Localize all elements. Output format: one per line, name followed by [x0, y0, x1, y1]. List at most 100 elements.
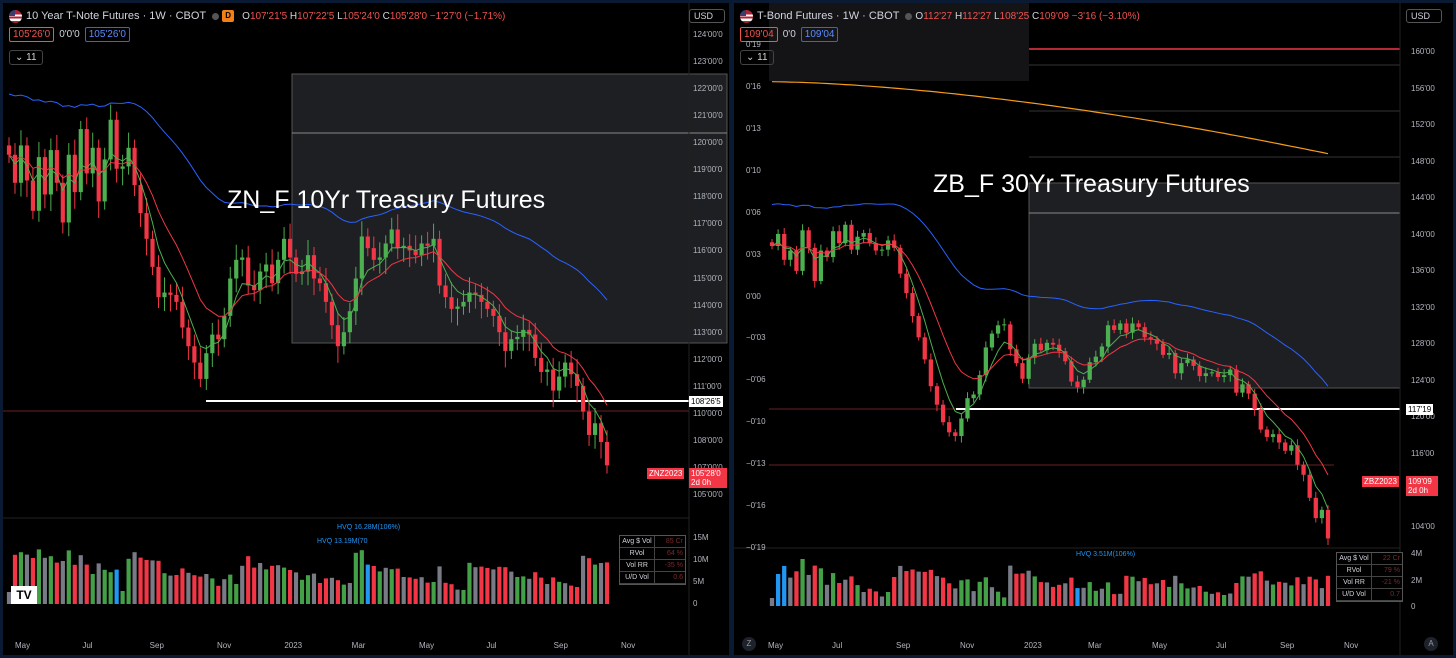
- ema-fast-line: [771, 237, 1329, 510]
- candle-body: [989, 333, 995, 348]
- candle-body: [592, 423, 598, 435]
- candle-body: [551, 369, 556, 391]
- symbol-header[interactable]: T-Bond Futures · 1W · CBOT O112'27 H112'…: [740, 7, 1140, 25]
- volume-bar: [1197, 586, 1202, 606]
- candle-body: [1203, 373, 1208, 377]
- candle-body: [84, 129, 89, 174]
- sell-price[interactable]: 105'26'0: [9, 27, 55, 42]
- candle-body: [1221, 375, 1227, 377]
- candle-body: [1295, 445, 1300, 465]
- tradingview-logo[interactable]: TV: [11, 586, 37, 604]
- candle-body: [72, 154, 77, 193]
- buy-price[interactable]: 109'04: [800, 27, 839, 42]
- vol-stat-row: U/D Vol 0.6: [620, 572, 685, 584]
- volume-bar: [264, 569, 269, 604]
- currency-button[interactable]: USD: [1406, 9, 1442, 23]
- auto-scale-button[interactable]: A: [1424, 637, 1438, 651]
- zn-candlestick-chart[interactable]: [3, 3, 729, 655]
- indicators-toggle[interactable]: ⌄ 11: [9, 50, 43, 65]
- volume-bar: [794, 571, 799, 606]
- volume-bar: [1307, 576, 1312, 606]
- zb-candlestick-chart[interactable]: [734, 3, 1453, 655]
- candle-body: [788, 250, 793, 260]
- candle-body: [12, 154, 18, 183]
- volume-bar: [72, 564, 77, 604]
- candle-body: [1154, 339, 1160, 344]
- volume-bar: [788, 577, 793, 606]
- volume-bar: [1276, 581, 1282, 606]
- chart-pane-zn[interactable]: 10 Year T-Note Futures · 1W · CBOT D O10…: [3, 3, 729, 655]
- candle-body: [1215, 372, 1221, 377]
- symbol-title[interactable]: 10 Year T-Note Futures · 1W · CBOT: [26, 10, 207, 22]
- candle-body: [794, 250, 799, 271]
- price-tick: 120'00: [1411, 412, 1435, 422]
- volume-bar: [977, 581, 982, 606]
- volume-bar: [144, 560, 149, 604]
- volume-bar: [24, 554, 30, 604]
- candle-body: [162, 292, 167, 298]
- candle-body: [515, 336, 520, 340]
- volume-bar: [922, 571, 927, 606]
- volume-bar: [102, 569, 107, 604]
- candle-body: [898, 247, 903, 274]
- time-tick: Sep: [1280, 641, 1295, 650]
- buy-price[interactable]: 105'26'0: [84, 27, 130, 42]
- candle-body: [1002, 324, 1007, 326]
- zoom-button[interactable]: Z: [742, 637, 756, 651]
- status-dot-icon: [905, 12, 913, 20]
- candle-body: [491, 308, 496, 316]
- candle-body: [42, 157, 47, 195]
- candle-body: [1173, 352, 1178, 374]
- price-tick: 120'00'0: [693, 138, 723, 148]
- candle-body: [246, 257, 251, 286]
- candle-body: [1008, 324, 1013, 350]
- currency-button[interactable]: USD: [689, 9, 725, 23]
- price-tick: 123'00'0: [693, 57, 723, 67]
- scale-tick: 0'13: [746, 123, 761, 133]
- volume-bar: [1295, 577, 1300, 606]
- indicators-toggle[interactable]: ⌄ 11: [740, 50, 774, 65]
- scale-tick: 0'03: [746, 249, 761, 259]
- candle-body: [604, 441, 610, 466]
- candle-body: [479, 294, 484, 302]
- candle-body: [1112, 325, 1117, 330]
- last-price-label: 105'28'0 2d 0h: [689, 468, 727, 488]
- volume-bar: [204, 574, 209, 604]
- volume-bar: [36, 549, 41, 604]
- candle-body: [66, 154, 71, 223]
- symbol-title[interactable]: T-Bond Futures · 1W · CBOT: [757, 10, 900, 22]
- sell-price[interactable]: 109'04: [740, 27, 778, 42]
- candle-body: [586, 411, 592, 435]
- time-tick: May: [1152, 641, 1168, 650]
- candle-body: [1044, 342, 1050, 351]
- volume-bar: [246, 556, 251, 604]
- volume-bar: [329, 577, 335, 604]
- chart-pane-zb[interactable]: T-Bond Futures · 1W · CBOT O112'27 H112'…: [734, 3, 1453, 655]
- volume-bar: [849, 576, 854, 606]
- volume-bar: [509, 571, 514, 604]
- candle-body: [539, 357, 544, 372]
- volume-bar: [407, 577, 412, 604]
- candle-body: [395, 229, 400, 249]
- price-tick: 132'00: [1411, 302, 1435, 312]
- volume-bar: [934, 576, 940, 606]
- candle-body: [36, 157, 41, 211]
- volume-bar: [1209, 593, 1215, 606]
- volume-bar: [1240, 576, 1245, 606]
- candle-body: [769, 242, 775, 246]
- candle-body: [977, 375, 982, 395]
- hvq-label-2: HVQ 13.19M(70: [317, 538, 368, 545]
- candle-body: [904, 273, 909, 294]
- price-tick: 116'00'0: [693, 246, 723, 256]
- candle-body: [947, 422, 952, 433]
- volume-bar: [1081, 587, 1086, 606]
- volume-bar: [1069, 577, 1074, 606]
- candle-body: [830, 231, 836, 258]
- symbol-header[interactable]: 10 Year T-Note Futures · 1W · CBOT D O10…: [9, 7, 505, 25]
- hvq-label-1: HVQ 16.28M(106%): [337, 524, 401, 531]
- candle-body: [467, 292, 472, 302]
- interval-badge[interactable]: D: [222, 10, 235, 22]
- time-tick: 2023: [284, 641, 303, 650]
- volume-bar: [162, 573, 167, 604]
- candle-body: [252, 285, 257, 291]
